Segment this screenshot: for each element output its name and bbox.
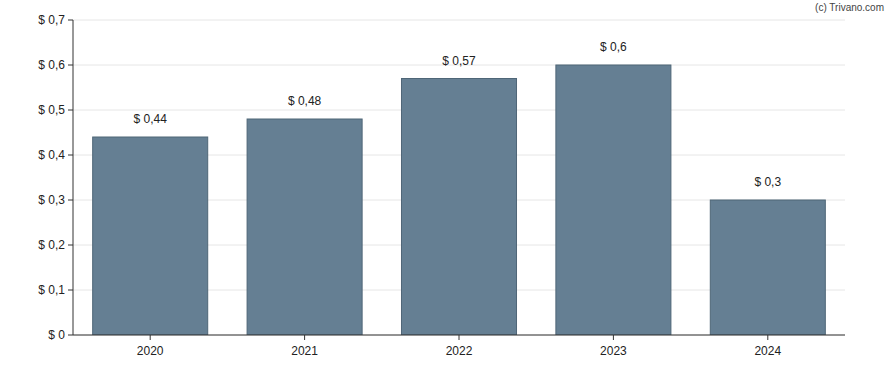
- bar: [247, 119, 362, 335]
- data-label: $ 0,48: [288, 94, 322, 108]
- data-label: $ 0,3: [754, 175, 781, 189]
- x-tick-label: 2024: [754, 344, 781, 358]
- tick-label: $ 0: [48, 328, 65, 342]
- tick-label: $ 0,5: [38, 103, 65, 117]
- data-label: $ 0,57: [442, 54, 476, 68]
- data-labels: $ 0,44 $ 0,48 $ 0,57 $ 0,6 $ 0,3: [134, 40, 782, 189]
- tick-mark: [68, 110, 73, 111]
- data-label: $ 0,44: [134, 112, 168, 126]
- data-label: $ 0,6: [600, 40, 627, 54]
- tick-mark: [68, 20, 73, 21]
- tick-mark: [68, 335, 73, 336]
- grid-line: [73, 20, 845, 21]
- chart: $ 0 $ 0,1 $ 0,2 $ 0,3 $ 0,4 $ 0,5 $ 0,6 $ 0,7 $ …: [0, 0, 888, 370]
- y-axis: [73, 20, 74, 335]
- tick-mark: [68, 155, 73, 156]
- x-tick-label: 2022: [446, 344, 473, 358]
- x-tick-label: 2020: [137, 344, 164, 358]
- tick-mark: [68, 65, 73, 66]
- x-tick-mark: [459, 335, 460, 340]
- tick-label: $ 0,4: [38, 148, 65, 162]
- x-tick-mark: [613, 335, 614, 340]
- annotation: (c) Trivano.com: [815, 2, 884, 13]
- x-tick-label: 2023: [600, 344, 627, 358]
- x-axis: [73, 335, 845, 336]
- x-tick-mark: [304, 335, 305, 340]
- tick-mark: [68, 290, 73, 291]
- x-tick-mark: [767, 335, 768, 340]
- bar: [93, 137, 208, 335]
- x-tick-label: 2021: [291, 344, 318, 358]
- tick-label: $ 0,3: [38, 193, 65, 207]
- tick-mark: [68, 245, 73, 246]
- grid-line: [73, 335, 845, 336]
- bar: [556, 65, 671, 335]
- tick-label: $ 0,6: [38, 58, 65, 72]
- tick-label: $ 0,2: [38, 238, 65, 252]
- bars: [93, 65, 826, 335]
- bar: [401, 79, 516, 336]
- tick-label: $ 0,7: [38, 13, 65, 27]
- bar: [710, 200, 825, 335]
- x-tick-mark: [150, 335, 151, 340]
- tick-label: $ 0,1: [38, 283, 65, 297]
- tick-mark: [68, 200, 73, 201]
